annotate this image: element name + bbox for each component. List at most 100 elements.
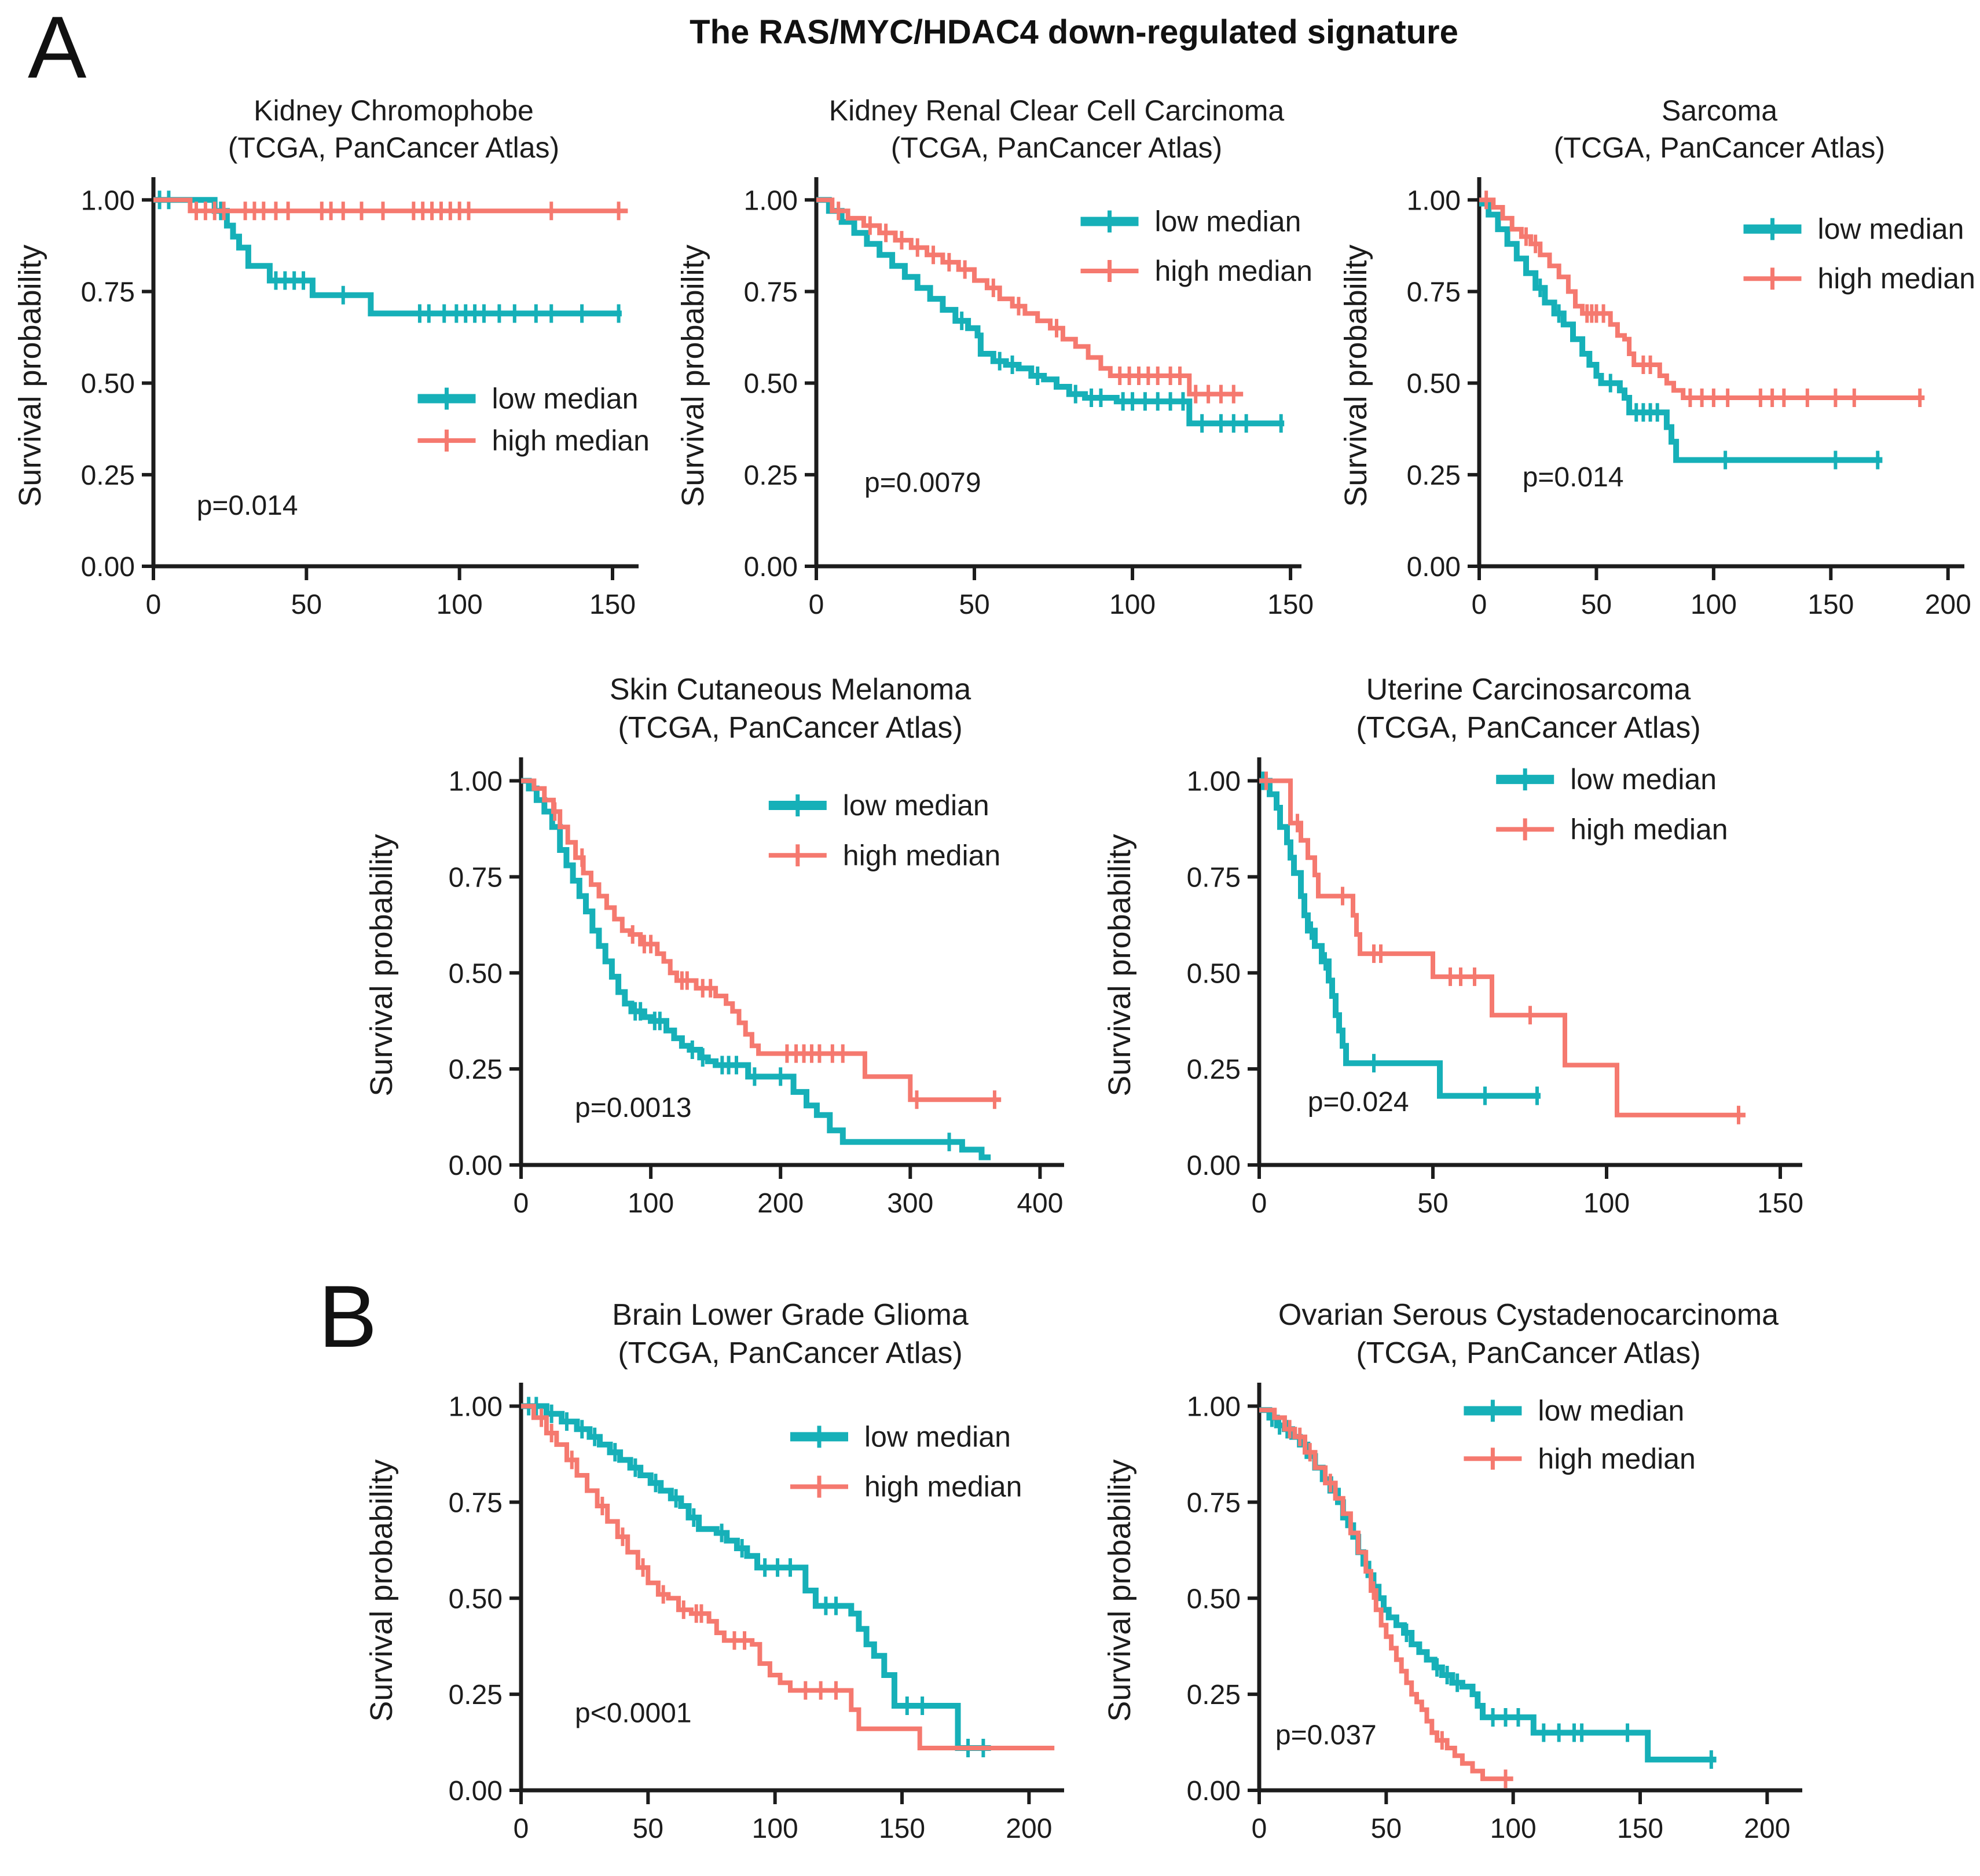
legend-label: high median [864, 1471, 1022, 1503]
legend-label: low median [1538, 1395, 1684, 1427]
y-tick-label: 0.50 [449, 958, 503, 989]
y-tick-label: 0.25 [81, 460, 135, 491]
legend: low median high median [417, 382, 650, 457]
p-value-label: p=0.0079 [864, 468, 981, 499]
panel-subtitle: (TCGA, PanCancer Atlas) [1356, 1336, 1700, 1370]
p-value-label: p=0.0013 [575, 1093, 692, 1123]
y-tick-label: 0.00 [744, 552, 798, 582]
y-tick-label: 1.00 [744, 185, 798, 216]
censor-marks-low-median [1261, 771, 1539, 1105]
y-tick-label: 0.00 [1407, 552, 1461, 582]
y-tick-label: 0.75 [744, 277, 798, 307]
y-tick-label: 0.00 [1187, 1150, 1241, 1181]
censor-marks-high-median [837, 201, 1235, 404]
x-tick-label: 50 [1417, 1188, 1448, 1219]
p-value-label: p=0.014 [1523, 462, 1624, 493]
panel-row-3: Brain Lower Grade Glioma (TCGA, PanCancer… [356, 1291, 1821, 1876]
y-tick-label: 0.50 [1187, 958, 1241, 989]
x-tick-label: 0 [514, 1188, 529, 1219]
curve-low-median [521, 1403, 991, 1751]
x-tick-label: 200 [1006, 1813, 1052, 1844]
curve-low-median [816, 197, 1285, 427]
y-tick-label: 1.00 [1187, 1392, 1241, 1423]
y-axis-title: Survival probability [364, 1459, 399, 1721]
panel-row-2: Skin Cutaneous Melanoma (TCGA, PanCancer … [356, 666, 1821, 1251]
curve-high-median [1259, 778, 1746, 1117]
x-tick-label: 300 [887, 1188, 933, 1219]
censor-marks-low-median [527, 1397, 985, 1758]
panel-subtitle: (TCGA, PanCancer Atlas) [1356, 711, 1700, 745]
x-tick-label: 0 [809, 589, 824, 620]
y-tick-label: 0.50 [81, 369, 135, 400]
panel-subtitle: (TCGA, PanCancer Atlas) [228, 131, 559, 164]
legend-label: low median [843, 789, 989, 822]
legend-entry-low-median: low median [417, 382, 639, 415]
x-tick-label: 0 [514, 1813, 529, 1844]
legend-label: high median [1155, 255, 1312, 287]
panel-subtitle: (TCGA, PanCancer Atlas) [618, 1336, 962, 1370]
km-chart-kidney-renal-clear-cell: Kidney Renal Clear Cell Carcinoma (TCGA, … [676, 94, 1314, 620]
legend: low median high median [790, 1420, 1022, 1503]
y-tick-label: 1.00 [449, 767, 503, 797]
legend-label: low median [1570, 763, 1717, 796]
x-tick-label: 150 [1267, 589, 1314, 620]
legend: low median high median [1080, 206, 1312, 287]
legend-label: low median [1818, 213, 1964, 246]
legend-label: low median [492, 382, 639, 415]
p-value-label: p=0.037 [1275, 1720, 1377, 1751]
p-value-label: p<0.0001 [575, 1698, 692, 1729]
x-tick-label: 50 [1581, 589, 1612, 620]
km-panel-kidney-chromophobe: Kidney Chromophobe (TCGA, PanCancer Atlas… [9, 87, 654, 637]
km-panel-kidney-renal-clear-cell: Kidney Renal Clear Cell Carcinoma (TCGA, … [672, 87, 1317, 637]
y-tick-label: 0.75 [449, 1487, 503, 1518]
curve-high-median [1479, 197, 1925, 400]
x-tick-label: 200 [757, 1188, 804, 1219]
y-tick-label: 0.75 [1407, 277, 1461, 307]
y-axis-title: Survival probability [1102, 834, 1137, 1096]
x-tick-label: 200 [1744, 1813, 1790, 1844]
x-tick-label: 150 [1617, 1813, 1663, 1844]
legend-entry-low-median: low median [768, 789, 989, 822]
legend-entry-high-median: high median [790, 1471, 1022, 1503]
section-b-label: B [318, 1267, 377, 1366]
y-tick-label: 1.00 [1407, 185, 1461, 216]
y-tick-label: 0.25 [1187, 1680, 1241, 1710]
figure-title: The RAS/MYC/HDAC4 down-regulated signatu… [690, 13, 1458, 51]
y-axis-title: Survival probability [676, 244, 710, 507]
km-panel-skin-cutaneous-melanoma: Skin Cutaneous Melanoma (TCGA, PanCancer … [356, 666, 1083, 1251]
x-tick-label: 100 [1490, 1813, 1537, 1844]
censor-marks-high-median [1288, 1420, 1508, 1789]
x-tick-label: 100 [1583, 1188, 1630, 1219]
censor-marks-low-median [1538, 279, 1880, 470]
km-chart-kidney-chromophobe: Kidney Chromophobe (TCGA, PanCancer Atlas… [13, 94, 650, 620]
y-tick-label: 0.75 [449, 862, 503, 893]
y-tick-label: 0.25 [449, 1680, 503, 1710]
y-tick-label: 0.50 [1187, 1584, 1241, 1614]
legend-label: high median [1538, 1442, 1695, 1475]
y-tick-label: 0.75 [81, 277, 135, 307]
legend-entry-low-median: low median [1743, 213, 1964, 246]
panel-title: Skin Cutaneous Melanoma [610, 673, 971, 706]
y-tick-label: 1.00 [81, 185, 135, 216]
x-tick-label: 100 [437, 589, 483, 620]
km-chart-ovarian-serous-cystadenocarcinoma: Ovarian Serous Cystadenocarcinoma (TCGA, … [1102, 1298, 1802, 1844]
x-tick-label: 50 [1371, 1813, 1402, 1844]
legend-entry-high-median: high median [417, 424, 650, 457]
legend-label: low median [864, 1420, 1011, 1453]
x-tick-label: 100 [628, 1188, 674, 1219]
x-tick-label: 0 [1252, 1188, 1267, 1219]
y-tick-label: 1.00 [449, 1392, 503, 1423]
censor-marks-high-median [1264, 771, 1740, 1124]
curve-low-median [521, 778, 991, 1160]
x-tick-label: 0 [1252, 1813, 1267, 1844]
y-axis-title: Survival probability [1339, 244, 1373, 507]
panel-title: Kidney Chromophobe [254, 94, 534, 127]
legend: low median high median [1496, 763, 1728, 845]
legend-entry-high-median: high median [1743, 262, 1975, 295]
censor-marks-low-median [960, 312, 1283, 433]
y-axis-title: Survival probability [13, 244, 47, 507]
legend-label: low median [1155, 206, 1301, 238]
y-tick-label: 0.50 [449, 1584, 503, 1614]
legend-entry-high-median: high median [1496, 813, 1728, 845]
